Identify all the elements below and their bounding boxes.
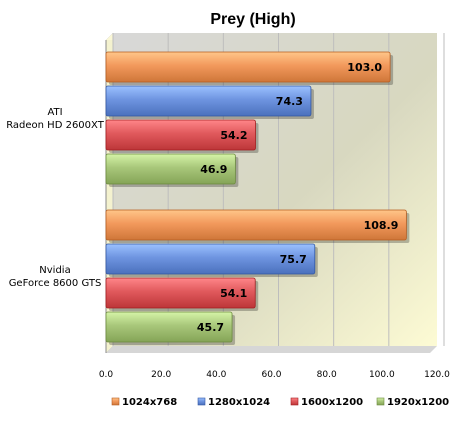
bar-body bbox=[105, 311, 233, 343]
bar-body bbox=[105, 277, 256, 309]
bar-1920x1200-1: 45.7 bbox=[105, 311, 236, 345]
legend-item-1280x1024: 1280x1024 bbox=[197, 397, 270, 408]
legend-swatch bbox=[111, 397, 120, 406]
data-label: 74.3 bbox=[276, 95, 303, 108]
legend-swatch bbox=[290, 397, 299, 406]
category-label-line: ATI bbox=[47, 107, 62, 118]
data-label: 46.9 bbox=[200, 163, 227, 176]
bar-1024x768-0: 103.0 bbox=[105, 51, 394, 85]
legend-item-1600x1200: 1600x1200 bbox=[290, 397, 363, 408]
data-label: 108.9 bbox=[364, 219, 399, 232]
data-label: 54.2 bbox=[220, 129, 247, 142]
plot-floor bbox=[106, 346, 437, 353]
category-label: Nvidia GeForce 8600 GTS bbox=[9, 265, 102, 289]
bar-body bbox=[105, 209, 407, 241]
tick-label: 20.0 bbox=[151, 370, 171, 380]
data-label: 54.1 bbox=[220, 287, 247, 300]
bar-1280x1024-0: 74.3 bbox=[105, 85, 314, 119]
bar-1600x1200-1: 54.1 bbox=[105, 277, 259, 311]
legend-label: 1920x1200 bbox=[387, 397, 449, 408]
bar-1024x768-1: 108.9 bbox=[105, 209, 410, 243]
tick-label: 120.0 bbox=[424, 370, 450, 380]
category-label: ATI Radeon HD 2600XT bbox=[6, 107, 105, 131]
legend-label: 1600x1200 bbox=[301, 397, 363, 408]
tick-label: 80.0 bbox=[317, 370, 337, 380]
bar-body bbox=[105, 119, 256, 151]
legend-item-1024x768: 1024x768 bbox=[111, 397, 177, 408]
bar-body bbox=[105, 243, 316, 275]
bar-body bbox=[105, 51, 391, 83]
category-label-line: Radeon HD 2600XT bbox=[6, 120, 105, 131]
chart-title: Prey (High) bbox=[210, 11, 295, 28]
tick-label: 40.0 bbox=[206, 370, 226, 380]
bar-1600x1200-0: 54.2 bbox=[105, 119, 259, 153]
bar-body bbox=[105, 85, 312, 117]
tick-label: 0.0 bbox=[99, 370, 114, 380]
legend-label: 1024x768 bbox=[122, 397, 177, 408]
tick-label: 60.0 bbox=[261, 370, 281, 380]
category-label-line: Nvidia bbox=[39, 265, 70, 276]
bar-body bbox=[105, 153, 236, 185]
x-axis-ticks: 0.0 20.0 40.0 60.0 80.0 100.0 120.0 bbox=[99, 370, 450, 380]
tick-label: 100.0 bbox=[369, 370, 395, 380]
data-label: 103.0 bbox=[347, 61, 382, 74]
data-label: 45.7 bbox=[197, 321, 224, 334]
legend: 1024x768 1280x1024 1600x1200 1920x1200 bbox=[111, 397, 449, 408]
legend-label: 1280x1024 bbox=[208, 397, 270, 408]
data-label: 75.7 bbox=[280, 253, 307, 266]
legend-item-1920x1200: 1920x1200 bbox=[376, 397, 449, 408]
bars: 103.0 74.3 54.2 46.9 108.9 75.7 54.1 45.7 bbox=[105, 51, 410, 345]
category-label-line: GeForce 8600 GTS bbox=[9, 278, 102, 289]
legend-swatch bbox=[376, 397, 385, 406]
legend-swatch bbox=[197, 397, 206, 406]
category-labels: ATI Radeon HD 2600XT Nvidia GeForce 8600 GT… bbox=[6, 107, 105, 289]
bar-1280x1024-1: 75.7 bbox=[105, 243, 318, 277]
bar-1920x1200-0: 46.9 bbox=[105, 153, 239, 187]
